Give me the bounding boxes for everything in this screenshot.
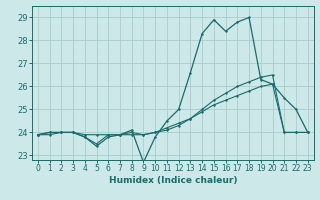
X-axis label: Humidex (Indice chaleur): Humidex (Indice chaleur) xyxy=(108,176,237,185)
